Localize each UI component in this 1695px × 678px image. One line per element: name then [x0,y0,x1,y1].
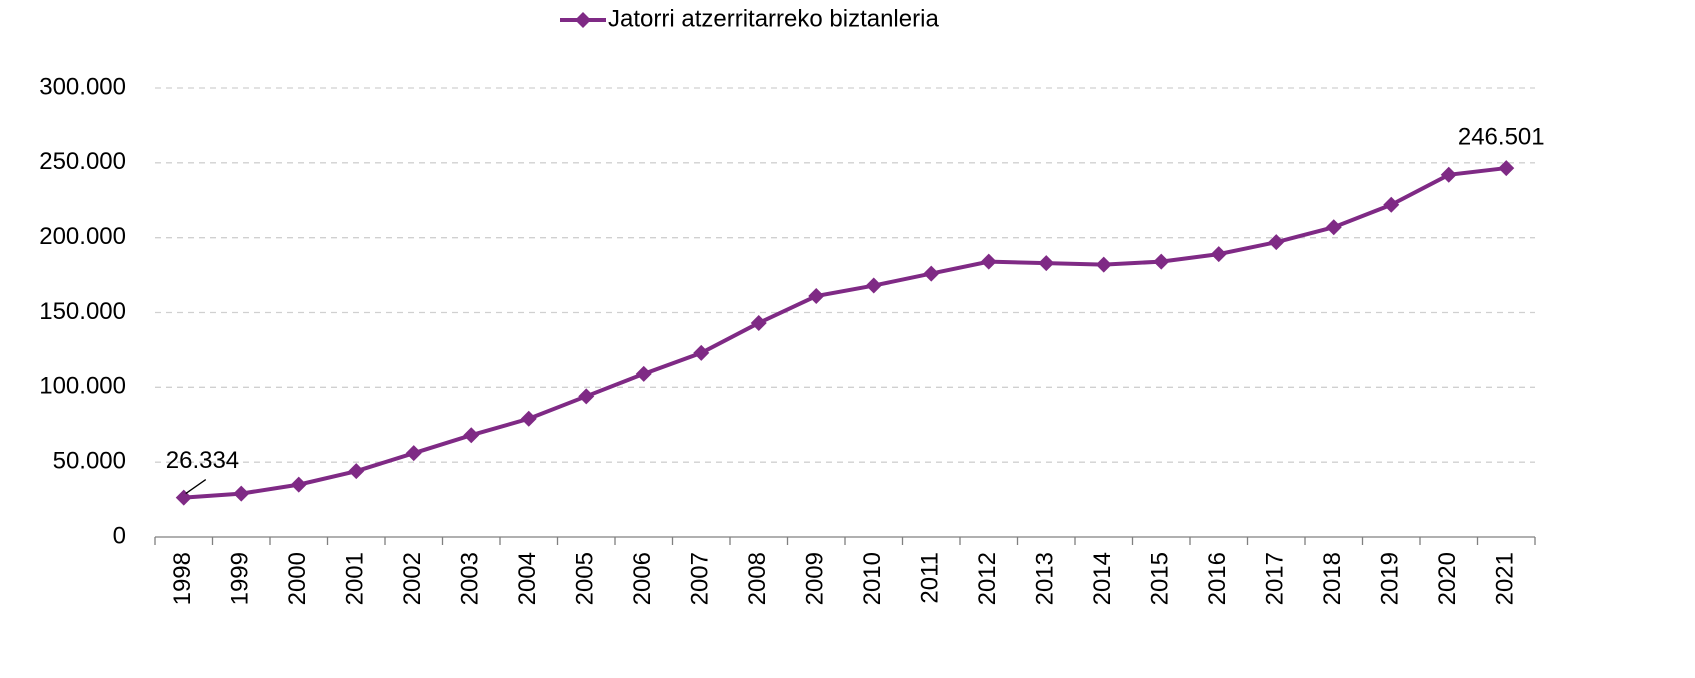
marker [578,388,595,405]
y-tick-label: 250.000 [39,148,126,175]
marker [1268,234,1285,251]
x-tick-label: 2009 [802,552,829,605]
x-tick-label: 2003 [457,552,484,605]
x-tick-label: 2007 [687,552,714,605]
y-tick-label: 150.000 [39,298,126,325]
marker [865,277,882,294]
marker [1038,255,1055,272]
x-tick-label: 2004 [514,552,541,605]
marker [980,253,997,270]
x-tick-label: 2014 [1089,552,1116,605]
x-tick-label: 2013 [1032,552,1059,605]
x-tick-label: 2001 [342,552,369,605]
x-tick-label: 2020 [1434,552,1461,605]
marker [175,489,192,506]
x-tick-label: 2002 [399,552,426,605]
data-label: 26.334 [166,447,239,474]
y-tick-label: 50.000 [53,448,126,475]
x-tick-label: 2005 [572,552,599,605]
legend-label: Jatorri atzerritarreko biztanleria [608,5,939,32]
marker [1498,160,1515,177]
marker [923,265,940,282]
marker [750,314,767,331]
x-tick-label: 2011 [917,552,944,604]
marker [233,485,250,502]
y-tick-label: 200.000 [39,223,126,250]
x-tick-label: 2017 [1262,552,1289,605]
y-tick-label: 100.000 [39,373,126,400]
marker [463,427,480,444]
marker [1095,256,1112,273]
marker [1153,253,1170,270]
x-tick-label: 2019 [1377,552,1404,605]
marker [1440,166,1457,183]
x-tick-label: 2021 [1492,552,1519,605]
x-tick-label: 2015 [1147,552,1174,605]
y-tick-label: 0 [113,522,126,549]
series-line [183,166,1507,500]
x-tick-label: 2006 [629,552,656,605]
legend-marker [575,12,591,28]
label-leader [185,479,207,495]
marker [693,344,710,361]
x-tick-label: 1998 [169,552,196,605]
marker [808,288,825,305]
marker [520,410,537,427]
marker [290,476,307,493]
marker [405,445,422,462]
y-tick-label: 300.000 [39,73,126,100]
marker [1210,246,1227,263]
x-tick-label: 2010 [859,552,886,605]
marker [635,365,652,382]
x-tick-label: 1999 [227,552,254,605]
marker [1383,196,1400,213]
x-tick-label: 2008 [744,552,771,605]
marker [348,463,365,480]
x-tick-label: 2018 [1319,552,1346,605]
x-tick-label: 2012 [974,552,1001,605]
marker [1325,219,1342,236]
x-tick-label: 2000 [284,552,311,605]
x-tick-label: 2016 [1204,552,1231,605]
data-label: 246.501 [1458,123,1545,150]
